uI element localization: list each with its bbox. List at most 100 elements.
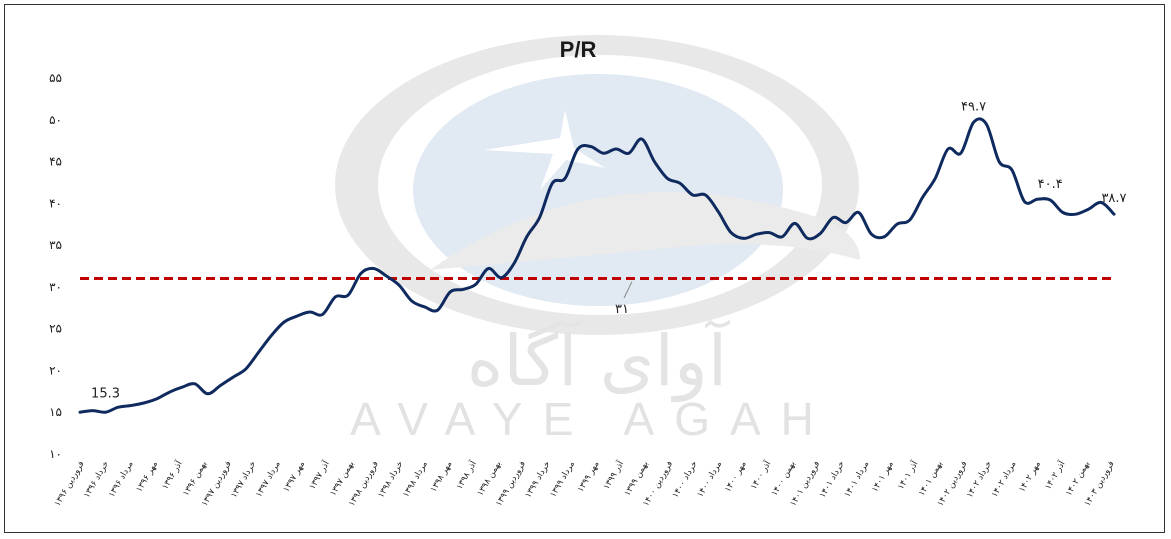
reference-line-label: ۳۱ (615, 302, 629, 317)
data-point (615, 148, 617, 150)
reference-line-group: ۳۱ (80, 277, 1114, 317)
data-point (883, 236, 885, 238)
data-point (500, 276, 503, 279)
x-tick-label: مهر ۱۳۹۸ (429, 460, 455, 495)
data-point (896, 223, 898, 225)
data-point (819, 232, 822, 235)
data-point (934, 177, 937, 180)
y-tick-label: ۵۰ (49, 113, 62, 127)
data-point (564, 177, 566, 180)
data-point (334, 296, 337, 298)
data-point (321, 313, 324, 316)
data-point (449, 291, 452, 293)
x-tick-label: مهر ۱۴۰۰ (723, 460, 749, 495)
data-point (245, 368, 247, 370)
y-tick-label: ۱۵ (49, 405, 62, 419)
data-point (730, 231, 732, 234)
data-point (155, 398, 158, 400)
x-tick-label: مرداد ۱۳۹۸ (401, 460, 430, 500)
data-point (474, 283, 477, 286)
x-tick-label: مهر ۱۴۰۲ (1017, 460, 1043, 495)
y-tick-label: ۲۰ (49, 363, 62, 377)
watermark-brand-en: AVAYE AGAH (350, 393, 834, 445)
data-point (653, 160, 656, 163)
x-tick-label: بهمن ۱۳۹۶ (181, 460, 209, 498)
data-point (1113, 213, 1115, 215)
x-tick-label: آذر ۱۴۰۲ (1042, 458, 1068, 492)
x-tick-label: آذر ۱۳۹۸ (453, 458, 479, 492)
data-point (436, 309, 439, 312)
data-point (257, 351, 260, 353)
data-point (972, 121, 975, 124)
x-tick-label: مرداد ۱۴۰۲ (990, 460, 1019, 500)
data-labels: 15.3 ۴۹.۷ ۴۰.۴ ۳۸.۷ (91, 99, 1126, 401)
x-tick-label: مهر ۱۳۹۷ (282, 460, 308, 495)
data-point (526, 236, 528, 238)
x-tick-label: بهمن ۱۳۹۹ (623, 460, 651, 498)
x-tick-label: فروردین ۱۳۹۶ (53, 460, 87, 509)
x-tick-label: مرداد ۱۴۰۰ (695, 460, 724, 500)
series-group (78, 117, 1116, 414)
data-point (411, 300, 413, 302)
data-point (360, 272, 362, 275)
data-point (1023, 200, 1026, 203)
data-point (283, 321, 286, 323)
data-point (1062, 211, 1064, 214)
data-point (79, 411, 81, 414)
data-point (104, 411, 107, 414)
data-point (743, 237, 745, 240)
data-point (1087, 208, 1090, 210)
data-point (513, 262, 515, 265)
data-point (117, 406, 120, 409)
data-point (691, 194, 694, 196)
data-point (347, 294, 349, 297)
data-point (462, 288, 464, 291)
data-point (717, 210, 720, 213)
data-point (998, 160, 1000, 163)
x-tick-label: مرداد ۱۴۰۱ (843, 460, 872, 500)
chart-title: P/R (560, 37, 597, 62)
data-point (1011, 169, 1013, 171)
x-tick-label: بهمن ۱۴۰۰ (770, 460, 798, 498)
x-tick-label: مهر ۱۴۰۱ (870, 460, 896, 495)
data-point (372, 267, 375, 270)
data-point (704, 194, 707, 196)
data-point (845, 221, 847, 224)
data-label: ۴۰.۴ (1038, 177, 1063, 192)
data-point (832, 216, 834, 219)
x-tick-label: آذر ۱۴۰۰ (747, 458, 773, 492)
watermark-globe (413, 74, 783, 306)
series-line (78, 117, 1116, 414)
data-point (666, 177, 668, 180)
data-point (168, 391, 171, 394)
data-point (130, 404, 132, 407)
x-tick-label: آذر ۱۳۹۷ (306, 458, 332, 492)
data-point (628, 152, 630, 154)
data-point (219, 384, 222, 387)
y-tick-label: ۴۵ (49, 155, 62, 169)
y-tick-label: ۵۵ (49, 71, 62, 85)
x-tick-label: بهمن ۱۴۰۲ (1064, 460, 1092, 498)
x-tick-label: مرداد ۱۳۹۷ (254, 460, 283, 500)
data-point (385, 275, 388, 277)
y-tick-label: ۱۰ (49, 447, 62, 461)
data-point (1036, 198, 1039, 200)
data-point (768, 231, 771, 234)
x-tick-label: بهمن ۱۳۹۷ (328, 460, 356, 498)
data-point (640, 138, 643, 140)
x-tick-label: مرداد ۱۳۹۶ (107, 460, 136, 500)
x-tick-label: مهر ۱۳۹۶ (134, 460, 160, 495)
data-point (806, 237, 809, 240)
data-point (1074, 213, 1077, 215)
y-axis: ۱۰ ۱۵ ۲۰ ۲۵ ۳۰ ۳۵ ۴۰ ۴۵ ۵۰ ۵۵ (49, 71, 62, 461)
y-tick-label: ۳۵ (49, 238, 62, 252)
data-point (794, 222, 796, 225)
x-tick-label: آذر ۱۴۰۱ (894, 458, 920, 492)
data-label: ۴۹.۷ (961, 99, 986, 114)
data-point (309, 311, 311, 313)
data-point (194, 383, 196, 385)
data-point (538, 216, 541, 219)
x-tick-label: بهمن ۱۳۹۸ (476, 460, 504, 498)
reference-leader (623, 281, 633, 299)
